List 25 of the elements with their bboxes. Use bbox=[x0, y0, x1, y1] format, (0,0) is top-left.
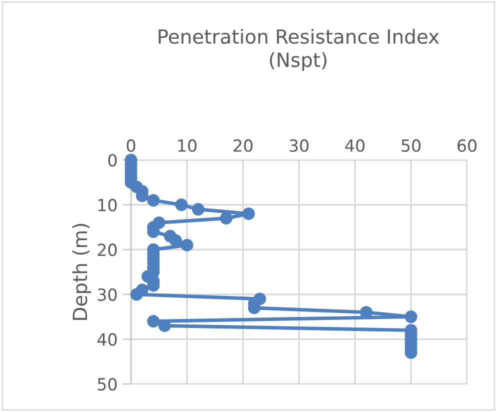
y-tick-label: 20 bbox=[98, 244, 117, 256]
y-tick-label: 30 bbox=[98, 288, 117, 301]
x-tick-label: 40 bbox=[345, 139, 364, 152]
point bbox=[180, 238, 194, 252]
point bbox=[404, 310, 418, 324]
point bbox=[147, 315, 160, 328]
point bbox=[130, 288, 143, 301]
point bbox=[242, 208, 255, 220]
x-tick-label: 50 bbox=[402, 139, 420, 152]
y-tick-label: 50 bbox=[98, 378, 117, 391]
y-tick-label: 0 bbox=[108, 154, 117, 167]
x-tick-label: 0 bbox=[126, 139, 136, 152]
point bbox=[192, 203, 204, 216]
point bbox=[147, 194, 160, 207]
chart-title: Penetration Resistance Index (Nspt) bbox=[158, 28, 439, 71]
point bbox=[175, 198, 188, 212]
x-tick-label: 20 bbox=[234, 139, 252, 152]
y-axis-title: Depth (m) bbox=[72, 224, 92, 320]
y-tick-label: 40 bbox=[97, 333, 117, 346]
x-tick-label: 60 bbox=[458, 139, 476, 152]
x-tick-label: 30 bbox=[290, 139, 308, 152]
y-tick-label: 10 bbox=[98, 198, 117, 212]
point bbox=[220, 212, 232, 224]
x-tick-label: 10 bbox=[178, 139, 196, 152]
point bbox=[170, 234, 182, 247]
